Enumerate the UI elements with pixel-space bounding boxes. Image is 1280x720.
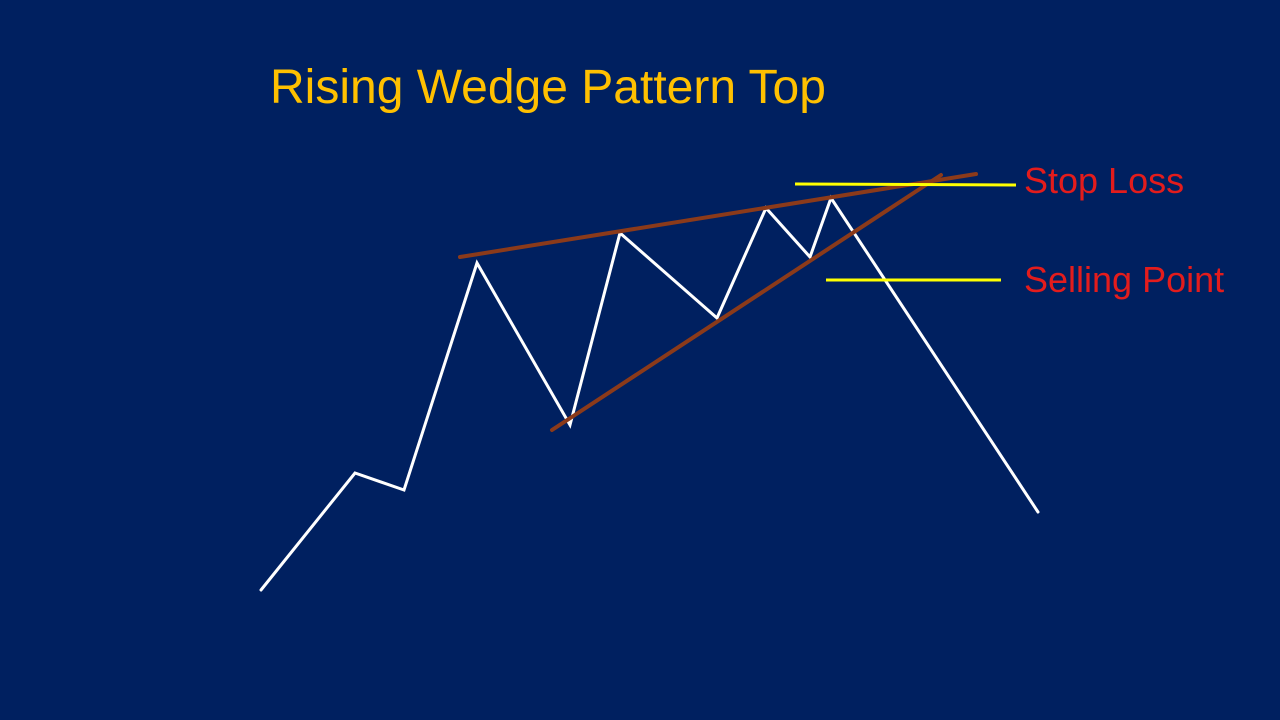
upper-trendline <box>458 172 978 259</box>
selling-point-label: Selling Point <box>1024 259 1225 300</box>
slide-title: Rising Wedge Pattern Top <box>270 61 826 114</box>
price-line <box>259 194 1040 592</box>
stop-loss-line <box>794 182 1017 187</box>
lower-trendline <box>550 173 943 432</box>
stop-loss-label: Stop Loss <box>1024 160 1185 201</box>
